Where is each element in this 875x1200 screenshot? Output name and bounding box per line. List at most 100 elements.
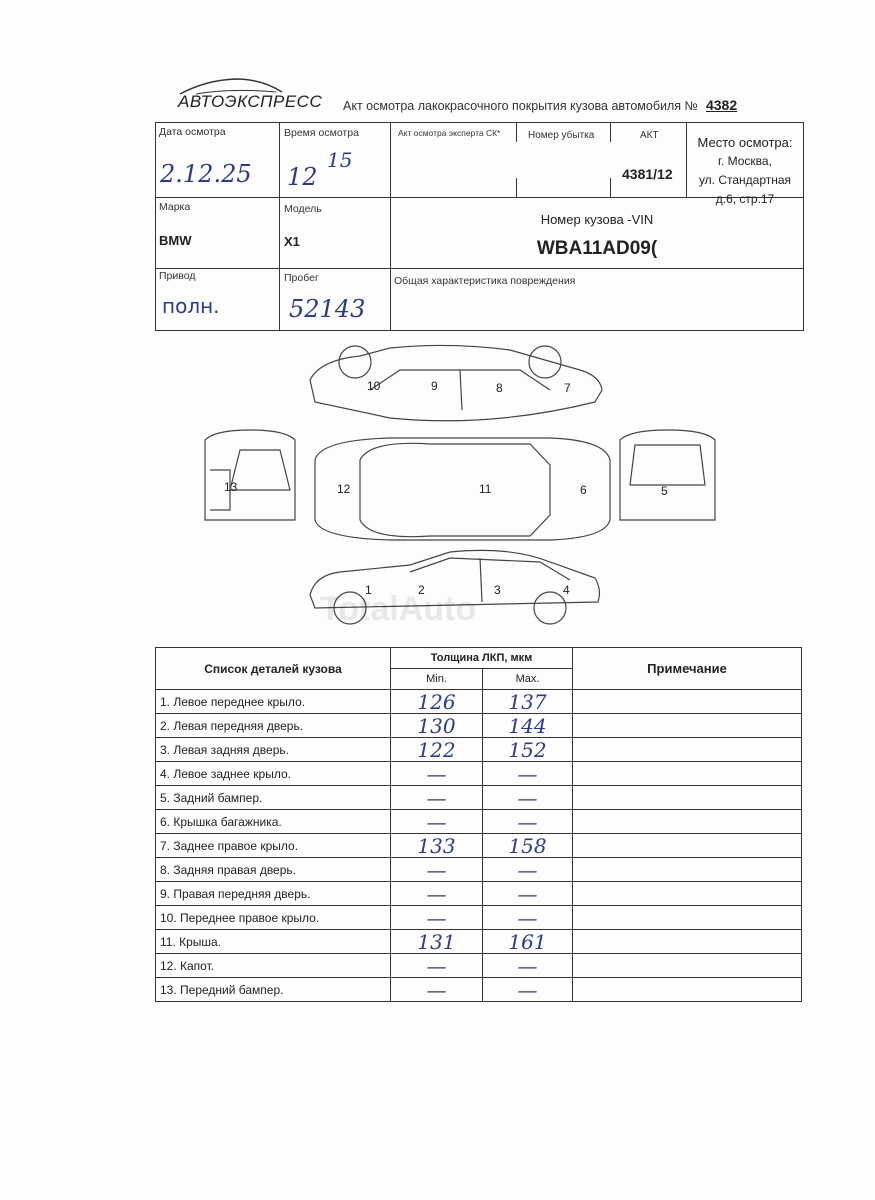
part-label-11: 11 (479, 482, 492, 496)
min-thickness: — (390, 977, 483, 1002)
note-cell (572, 737, 802, 762)
part-name: 13. Передний бампер. (155, 977, 391, 1002)
logo-text: АВТОЭКСПРЕСС (178, 92, 323, 111)
car-top-view (314, 437, 611, 541)
place-line: г. Москва, (718, 154, 772, 168)
note-cell (572, 929, 802, 954)
min-thickness: — (390, 905, 483, 930)
title-text: Акт осмотра лакокрасочного покрытия кузо… (343, 99, 682, 113)
min-thickness: 133 (390, 833, 483, 858)
part-name: 10. Переднее правое крыло. (155, 905, 391, 930)
drive-label: Привод (159, 270, 196, 282)
info-grid (155, 122, 804, 331)
max-thickness: — (482, 785, 573, 810)
part-name: 12. Капот. (155, 953, 391, 978)
part-label-13: 13 (224, 480, 238, 494)
max-thickness: — (482, 761, 573, 786)
document-title: Акт осмотра лакокрасочного покрытия кузо… (343, 97, 737, 113)
vin-value: WBA11AD09( (536, 238, 658, 259)
part-name: 3. Левая задняя дверь. (155, 737, 391, 762)
min-thickness: — (390, 857, 483, 882)
table-row: 3. Левая задняя дверь. 122 152 (155, 737, 802, 762)
part-label-1: 1 (365, 583, 372, 597)
note-cell (572, 785, 802, 810)
loss-number-label: Номер убытка (528, 130, 595, 141)
table-row: 9. Правая передняя дверь. — — (155, 881, 802, 906)
max-thickness: — (482, 857, 573, 882)
max-thickness: 144 (482, 713, 573, 738)
table-row: 10. Переднее правое крыло. — — (155, 905, 802, 930)
model-value: X1 (284, 234, 300, 249)
brand-label: Марка (159, 201, 191, 213)
part-name: 7. Заднее правое крыло. (155, 833, 391, 858)
note-cell (572, 905, 802, 930)
vin-label: Номер кузова -VIN (540, 212, 654, 227)
brand-value: BMW (159, 233, 192, 248)
col-header-max: Max. (482, 668, 573, 690)
number-sign: № (684, 99, 698, 113)
max-thickness: — (482, 905, 573, 930)
part-label-5: 5 (661, 484, 668, 498)
act-number: 4382 (705, 97, 738, 113)
col-divider (516, 122, 611, 142)
min-thickness: 126 (390, 689, 483, 714)
min-thickness: — (390, 881, 483, 906)
car-body-diagram: 10 9 8 7 13 12 11 6 5 1 2 3 4 TotalAuto (204, 344, 716, 628)
note-cell (572, 953, 802, 978)
min-thickness: — (390, 809, 483, 834)
max-thickness: — (482, 809, 573, 834)
note-cell (572, 761, 802, 786)
col-header-parts: Список деталей кузова (155, 647, 391, 690)
place-line: ул. Стандартная (698, 173, 792, 187)
paint-thickness-table: Список деталей кузова Толщина ЛКП, мкм П… (155, 647, 802, 1002)
max-thickness: 152 (482, 737, 573, 762)
part-name: 5. Задний бампер. (155, 785, 391, 810)
date-value: 2.12.25 (160, 160, 252, 188)
date-label: Дата осмотра (159, 126, 226, 138)
min-thickness: — (390, 761, 483, 786)
row-divider (155, 197, 804, 269)
table-row: 8. Задняя правая дверь. — — (155, 857, 802, 882)
car-front-view (204, 429, 296, 521)
note-cell (572, 857, 802, 882)
col-header-min: Min. (390, 668, 483, 690)
part-name: 1. Левое переднее крыло. (155, 689, 391, 714)
mileage-value: 52143 (289, 295, 366, 323)
table-row: 1. Левое переднее крыло. 126 137 (155, 689, 802, 714)
part-name: 6. Крышка багажника. (155, 809, 391, 834)
watermark: TotalAuto (320, 590, 476, 628)
table-row: 7. Заднее правое крыло. 133 158 (155, 833, 802, 858)
act-value: 4381/12 (622, 166, 673, 182)
min-thickness: 122 (390, 737, 483, 762)
part-label-2: 2 (418, 583, 425, 597)
max-thickness: — (482, 953, 573, 978)
table-row: 5. Задний бампер. — — (155, 785, 802, 810)
col-divider (686, 122, 687, 198)
max-thickness: 137 (482, 689, 573, 714)
part-name: 11. Крыша. (155, 929, 391, 954)
inspection-place: Место осмотра: г. Москва, ул. Стандартна… (688, 133, 802, 209)
part-label-12: 12 (337, 482, 351, 496)
min-thickness: — (390, 785, 483, 810)
col-header-note: Примечание (572, 647, 802, 690)
note-cell (572, 881, 802, 906)
part-name: 2. Левая передняя дверь. (155, 713, 391, 738)
min-thickness: 130 (390, 713, 483, 738)
min-thickness: — (390, 953, 483, 978)
time-minutes: 15 (327, 148, 353, 172)
max-thickness: 158 (482, 833, 573, 858)
expert-act-label: Акт осмотра эксперта СК* (398, 128, 501, 138)
part-label-7: 7 (564, 381, 571, 395)
table-row: 6. Крышка багажника. — — (155, 809, 802, 834)
note-cell (572, 809, 802, 834)
table-row: 2. Левая передняя дверь. 130 144 (155, 713, 802, 738)
part-name: 9. Правая передняя дверь. (155, 881, 391, 906)
part-label-6: 6 (580, 483, 587, 497)
col-header-thickness: Толщина ЛКП, мкм (390, 647, 573, 669)
col-divider (279, 122, 391, 331)
part-label-8: 8 (496, 381, 503, 395)
col-divider (516, 178, 611, 198)
act-label: АКТ (640, 130, 659, 141)
place-label: Место осмотра: (697, 135, 793, 150)
